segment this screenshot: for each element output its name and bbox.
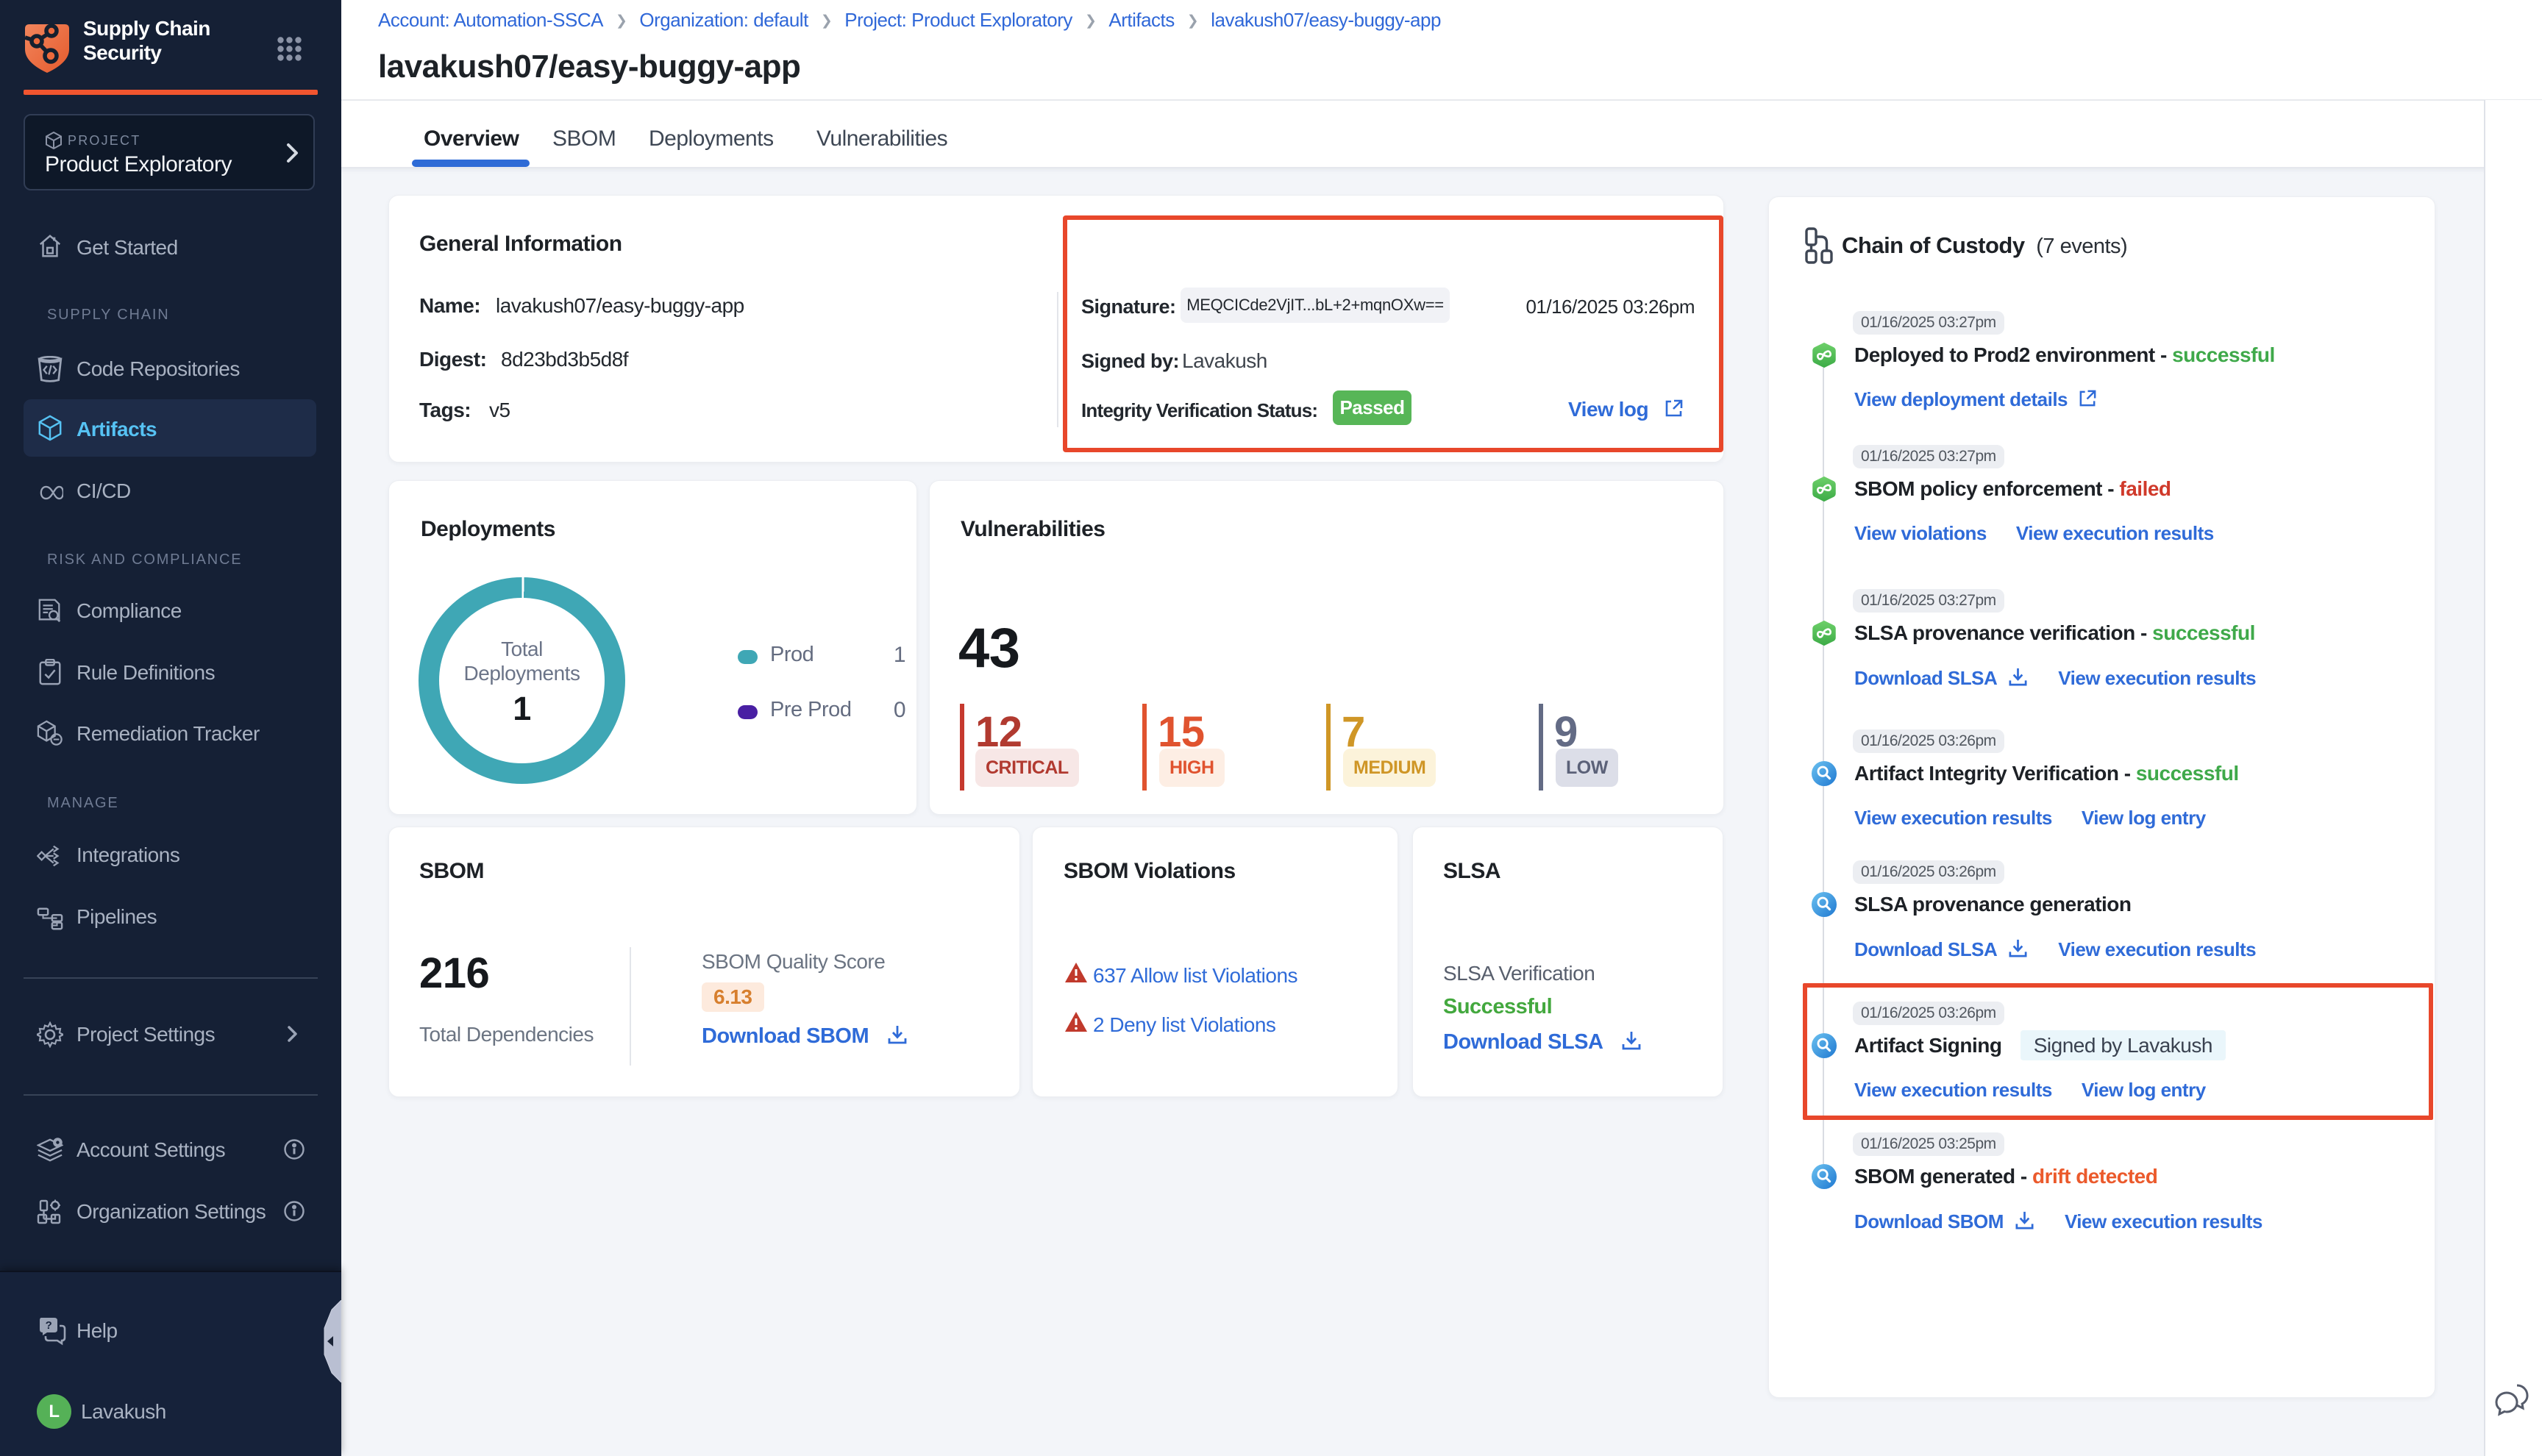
svg-text:?: ? xyxy=(46,1319,52,1332)
